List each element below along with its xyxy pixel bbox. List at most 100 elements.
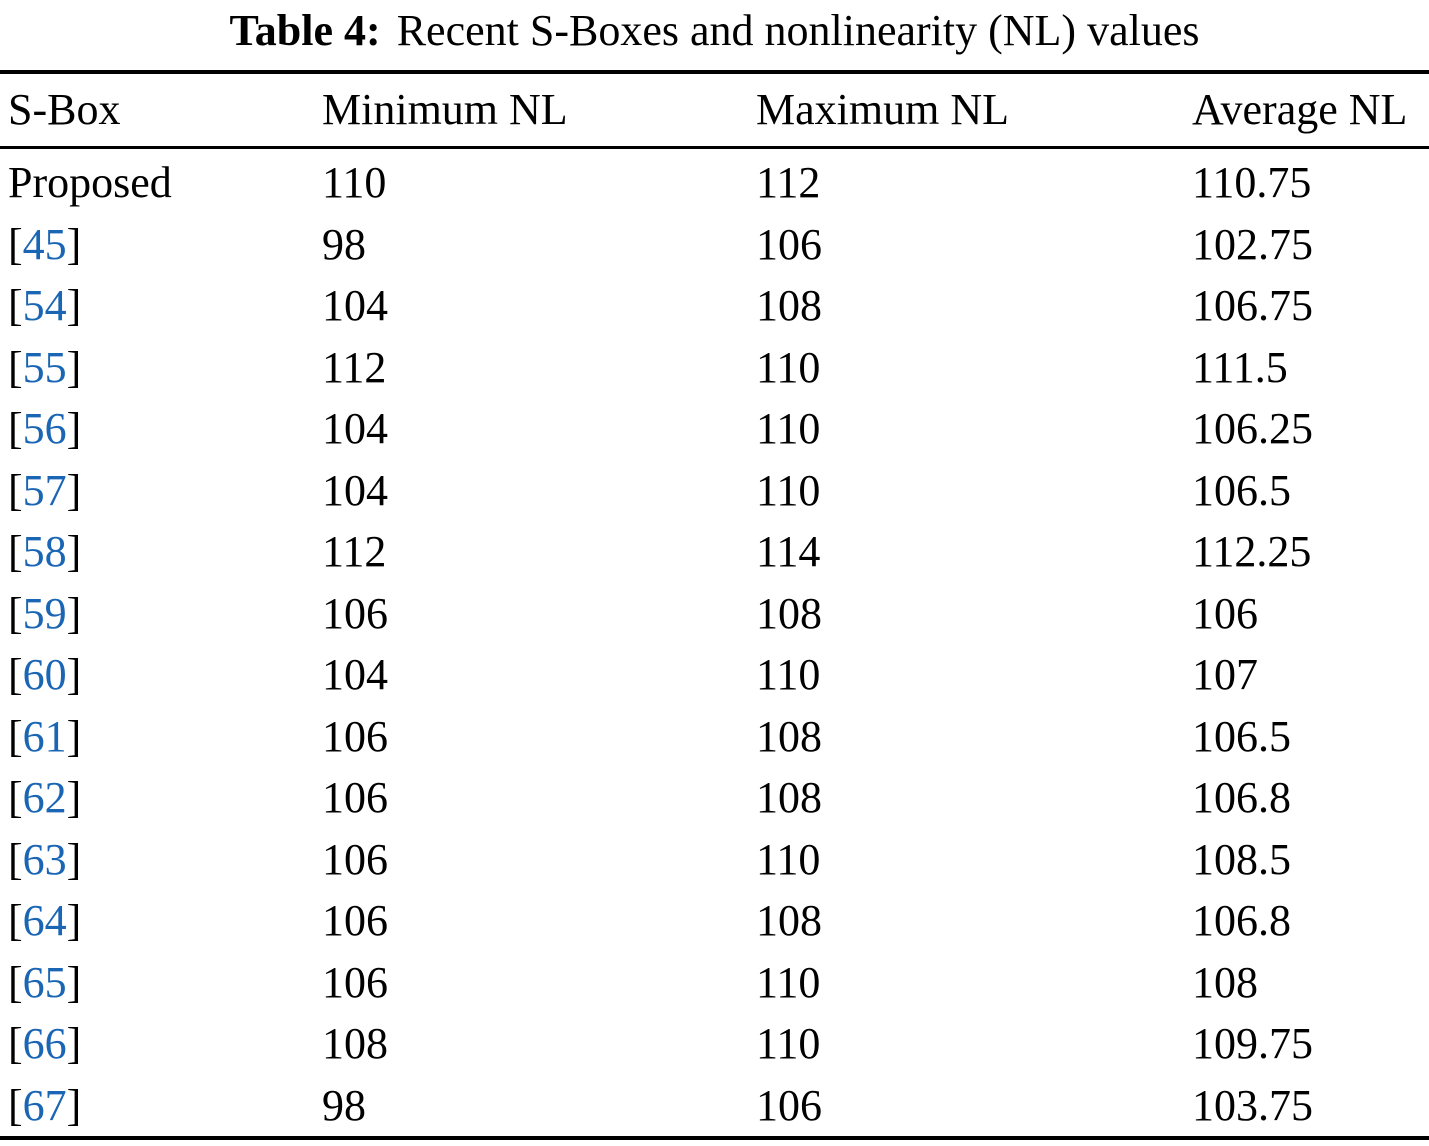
citation-bracket: [	[8, 1019, 23, 1068]
caption-label: Table 4:	[229, 6, 381, 55]
avg-nl-cell: 106.25	[1192, 404, 1313, 453]
table-mid-rule	[0, 146, 1429, 149]
avg-nl-cell: 106.5	[1192, 711, 1291, 761]
citation-link[interactable]: 56	[22, 404, 67, 453]
avg-nl-cell: 106	[1192, 588, 1258, 638]
citation-bracket: [	[8, 957, 23, 1007]
citation-bracket: [	[8, 465, 23, 515]
table-row: [54] 104 108 106.75	[0, 275, 1429, 337]
table-row: [60] 104 110 107	[0, 644, 1429, 706]
sbox-cell: [56]	[0, 398, 322, 460]
citation-bracket: ]	[66, 773, 82, 822]
citation-link[interactable]: 67	[22, 1080, 67, 1130]
citation-bracket: ]	[66, 1080, 82, 1130]
citation-bracket: [	[8, 896, 23, 945]
table-row: [57] 104 110 106.5	[0, 460, 1429, 522]
table-row: [56] 104 110 106.25	[0, 398, 1429, 460]
sbox-cell: [60]	[0, 644, 322, 706]
sbox-cell: [54]	[0, 275, 322, 337]
citation-bracket: [	[8, 588, 23, 638]
citation-bracket: [	[8, 219, 23, 269]
avg-nl-cell: 110.75	[1192, 158, 1312, 207]
avg-nl-cell: 106.8	[1192, 773, 1291, 822]
sbox-cell: [66]	[0, 1013, 322, 1075]
max-nl-cell: 108	[756, 711, 822, 761]
sbox-cell: [61]	[0, 706, 322, 768]
table-row: [59] 106 108 106	[0, 583, 1429, 645]
min-nl-cell: 106	[322, 773, 388, 822]
citation-link[interactable]: 60	[22, 650, 67, 699]
min-nl-cell: 110	[322, 158, 387, 207]
avg-nl-cell: 107	[1192, 650, 1258, 699]
citation-bracket: [	[8, 834, 23, 884]
citation-bracket: ]	[66, 527, 82, 576]
min-nl-cell: 108	[322, 1019, 388, 1068]
table-row: [45] 98 106 102.75	[0, 214, 1429, 276]
max-nl-cell: 110	[756, 834, 821, 884]
min-nl-cell: 106	[322, 896, 388, 945]
avg-nl-cell: 103.75	[1192, 1080, 1313, 1130]
max-nl-cell: 106	[756, 1080, 822, 1130]
table-row: [67] 98 106 103.75	[0, 1075, 1429, 1137]
avg-nl-cell: 109.75	[1192, 1019, 1313, 1068]
citation-bracket: ]	[66, 465, 82, 515]
table-row: [64] 106 108 106.8	[0, 890, 1429, 952]
sbox-cell: [57]	[0, 460, 322, 522]
citation-link[interactable]: 57	[22, 465, 67, 515]
max-nl-cell: 110	[756, 404, 821, 453]
citation-bracket: ]	[66, 588, 82, 638]
max-nl-cell: 110	[756, 342, 821, 392]
column-header-avg-nl: Average NL	[1192, 85, 1408, 134]
min-nl-cell: 106	[322, 588, 388, 638]
min-nl-cell: 104	[322, 281, 388, 330]
sbox-cell: [59]	[0, 583, 322, 645]
citation-link[interactable]: 64	[22, 896, 67, 945]
avg-nl-cell: 106.8	[1192, 896, 1291, 945]
citation-link[interactable]: 66	[22, 1019, 67, 1068]
sbox-cell: [63]	[0, 829, 322, 891]
max-nl-cell: 108	[756, 281, 822, 330]
min-nl-cell: 106	[322, 711, 388, 761]
sbox-cell: [67]	[0, 1075, 322, 1137]
avg-nl-cell: 112.25	[1192, 527, 1312, 576]
table-top-rule	[0, 70, 1429, 74]
citation-link[interactable]: 59	[22, 588, 67, 638]
avg-nl-cell: 111.5	[1192, 342, 1288, 392]
citation-bracket: ]	[66, 650, 82, 699]
table-row: [65] 106 110 108	[0, 952, 1429, 1014]
column-header-max-nl: Maximum NL	[756, 85, 1009, 134]
citation-link[interactable]: 58	[22, 527, 67, 576]
max-nl-cell: 114	[756, 527, 821, 576]
citation-link[interactable]: 62	[22, 773, 67, 822]
max-nl-cell: 108	[756, 588, 822, 638]
citation-bracket: ]	[66, 281, 82, 330]
table-row: [58] 112 114 112.25	[0, 521, 1429, 583]
table-row: Proposed 110 112 110.75	[0, 152, 1429, 214]
avg-nl-cell: 108.5	[1192, 834, 1291, 884]
citation-link[interactable]: 55	[22, 342, 67, 392]
min-nl-cell: 104	[322, 404, 388, 453]
column-header-min-nl: Minimum NL	[322, 85, 568, 134]
max-nl-cell: 110	[756, 465, 821, 515]
citation-link[interactable]: 65	[22, 957, 67, 1007]
min-nl-cell: 98	[322, 1080, 366, 1130]
citation-link[interactable]: 54	[22, 281, 67, 330]
citation-bracket: ]	[66, 342, 82, 392]
citation-bracket: ]	[66, 957, 82, 1007]
citation-bracket: [	[8, 281, 23, 330]
citation-link[interactable]: 63	[22, 834, 67, 884]
table-row: [63] 106 110 108.5	[0, 829, 1429, 891]
table-header-row: S-Box Minimum NL Maximum NL Average NL	[0, 74, 1429, 146]
citation-link[interactable]: 45	[22, 219, 67, 269]
min-nl-cell: 104	[322, 465, 388, 515]
citation-link[interactable]: 61	[22, 711, 67, 761]
max-nl-cell: 108	[756, 896, 822, 945]
sbox-cell: [45]	[0, 214, 322, 276]
max-nl-cell: 112	[756, 158, 821, 207]
citation-bracket: [	[8, 650, 23, 699]
avg-nl-cell: 102.75	[1192, 219, 1313, 269]
min-nl-cell: 98	[322, 219, 366, 269]
avg-nl-cell: 108	[1192, 957, 1258, 1007]
citation-bracket: ]	[66, 219, 82, 269]
